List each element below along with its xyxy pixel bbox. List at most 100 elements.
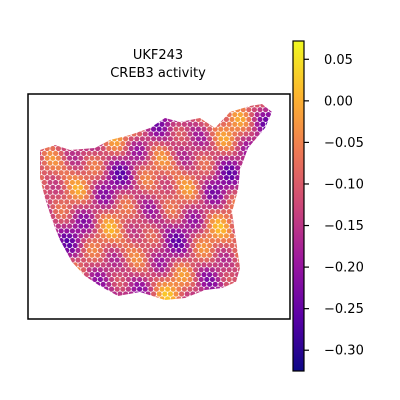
heatmap-spot	[53, 121, 59, 127]
heatmap-spot	[81, 131, 87, 137]
heatmap-spot	[218, 184, 224, 190]
heatmap-spot	[47, 238, 53, 244]
heatmap-spot	[237, 189, 243, 195]
heatmap-spot	[148, 179, 154, 186]
heatmap-spot	[44, 252, 50, 258]
heatmap-spot	[120, 160, 126, 166]
heatmap-spot	[249, 150, 255, 156]
heatmap-spot	[73, 301, 78, 306]
heatmap-spot	[103, 218, 109, 224]
heatmap-spot	[176, 131, 182, 137]
heatmap-spot	[86, 189, 92, 195]
heatmap-spot	[145, 116, 151, 122]
heatmap-spot	[86, 238, 92, 244]
heatmap-spot	[249, 228, 255, 234]
heatmap-spot	[167, 107, 173, 113]
heatmap-spot	[69, 150, 75, 156]
heatmap-spot	[218, 194, 224, 200]
heatmap-spot	[173, 213, 179, 219]
heatmap-spot	[50, 184, 56, 190]
heatmap-spot	[58, 111, 64, 118]
heatmap-spot	[145, 194, 151, 200]
heatmap-spot	[184, 107, 190, 113]
heatmap-spot	[111, 262, 117, 268]
heatmap-spot	[53, 208, 59, 215]
heatmap-spot	[100, 107, 106, 113]
heatmap-spot	[53, 199, 59, 205]
heatmap-spot	[109, 286, 115, 292]
heatmap-spot	[41, 189, 48, 195]
heatmap-spot	[117, 107, 123, 113]
heatmap-spot	[33, 204, 38, 209]
heatmap-spot	[221, 267, 227, 273]
heatmap-spot	[187, 170, 193, 176]
heatmap-spot	[78, 175, 84, 181]
heatmap-spot	[212, 204, 218, 210]
heatmap-spot	[106, 116, 112, 122]
heatmap-spot	[106, 175, 112, 181]
heatmap-spot	[209, 208, 215, 215]
heatmap-spot	[47, 104, 53, 108]
heatmap-spot	[58, 228, 64, 234]
heatmap-spot	[277, 257, 282, 262]
heatmap-spot	[72, 155, 78, 161]
heatmap-spot	[83, 213, 89, 219]
heatmap-spot	[176, 111, 182, 118]
heatmap-spot	[67, 252, 73, 258]
heatmap-spot	[100, 204, 106, 210]
heatmap-spot	[131, 160, 137, 166]
heatmap-spot	[198, 257, 204, 263]
heatmap-spot	[58, 247, 64, 253]
heatmap-spot	[58, 276, 64, 283]
heatmap-spot	[78, 165, 84, 171]
heatmap-spot	[246, 204, 252, 210]
heatmap-spot	[173, 97, 178, 102]
heatmap-spot	[58, 160, 64, 166]
heatmap-spot	[212, 281, 218, 287]
heatmap-spot	[75, 141, 81, 147]
heatmap-spot	[246, 126, 252, 132]
heatmap-spot	[61, 301, 66, 306]
heatmap-spot	[69, 170, 75, 176]
heatmap-spot	[81, 296, 87, 300]
heatmap-spot	[45, 301, 50, 306]
heatmap-spot	[159, 170, 165, 176]
heatmap-spot	[111, 116, 117, 122]
heatmap-spot	[170, 131, 176, 137]
heatmap-spot	[109, 160, 115, 166]
heatmap-spot	[67, 281, 73, 287]
heatmap-spot	[61, 194, 67, 200]
heatmap-spot	[72, 242, 78, 249]
heatmap-spot	[139, 262, 145, 268]
heatmap-spot	[61, 262, 67, 268]
heatmap-spot	[50, 165, 56, 171]
heatmap-spot	[190, 301, 195, 306]
heatmap-spot	[254, 160, 260, 166]
heatmap-spot	[67, 242, 73, 249]
heatmap-spot	[251, 242, 257, 249]
heatmap-spot	[176, 276, 182, 283]
heatmap-spot	[167, 145, 173, 152]
heatmap-spot	[50, 272, 56, 278]
heatmap-spot	[142, 286, 148, 292]
heatmap-spot	[240, 252, 246, 258]
heatmap-spot	[162, 136, 168, 142]
heatmap-spot	[187, 228, 193, 234]
heatmap-spot	[162, 184, 168, 190]
heatmap-spot	[153, 131, 159, 137]
heatmap-spot	[249, 238, 255, 244]
heatmap-spot	[117, 97, 122, 102]
heatmap-spot	[212, 136, 218, 142]
heatmap-spot	[78, 155, 84, 161]
heatmap-spot	[204, 121, 210, 127]
heatmap-spot	[190, 97, 195, 102]
heatmap-spot	[159, 238, 165, 244]
heatmap-spot	[156, 126, 162, 132]
heatmap-spot	[97, 286, 103, 292]
heatmap-spot	[226, 160, 232, 166]
heatmap-spot	[176, 150, 182, 156]
heatmap-spot	[170, 141, 176, 147]
heatmap-spot	[249, 111, 255, 118]
heatmap-spot	[109, 276, 115, 283]
heatmap-spot	[165, 208, 171, 215]
